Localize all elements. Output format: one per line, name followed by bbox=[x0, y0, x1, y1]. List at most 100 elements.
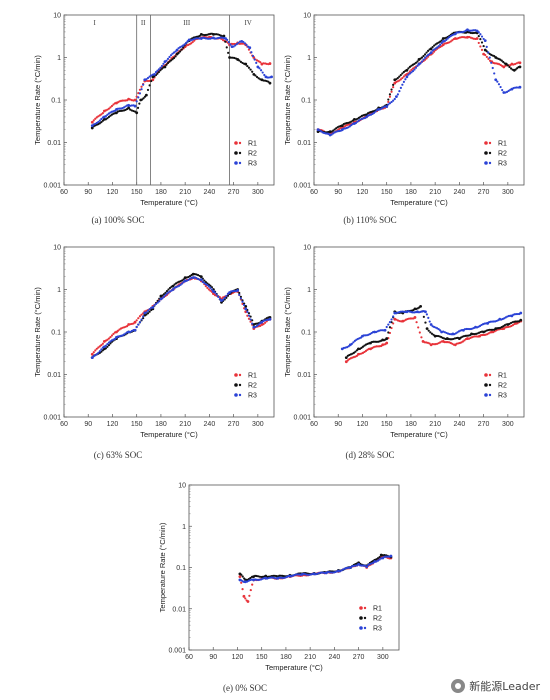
data-point bbox=[390, 321, 393, 324]
data-point bbox=[419, 57, 422, 60]
legend-entry: R2 bbox=[248, 383, 257, 390]
data-point bbox=[261, 71, 264, 74]
data-point bbox=[402, 75, 405, 78]
x-tick-label: 150 bbox=[256, 654, 268, 661]
data-point bbox=[350, 124, 353, 127]
data-point bbox=[501, 88, 504, 92]
y-tick-label: 0.01 bbox=[172, 606, 186, 613]
data-point bbox=[225, 46, 228, 49]
legend-marker bbox=[359, 606, 363, 610]
data-point bbox=[254, 322, 257, 325]
y-axis-label: Temperature Rate (°C/min) bbox=[33, 287, 42, 377]
legend-entry: R1 bbox=[248, 141, 257, 148]
x-tick-label: 210 bbox=[179, 421, 191, 428]
y-tick-label: 0.1 bbox=[51, 330, 61, 337]
data-point bbox=[226, 294, 230, 297]
data-point bbox=[127, 106, 131, 110]
data-point bbox=[168, 60, 171, 63]
legend-marker bbox=[359, 616, 363, 620]
data-point bbox=[352, 341, 355, 344]
x-tick-label: 300 bbox=[252, 421, 264, 428]
region-label: IV bbox=[244, 19, 251, 27]
data-point bbox=[488, 56, 491, 59]
data-point bbox=[146, 88, 150, 92]
data-point bbox=[225, 294, 228, 297]
chart-panel-3: 60 90 120 150 180 210 240 270 300 0.001 0.01 0.1 1 10… bbox=[283, 245, 525, 460]
data-point bbox=[137, 92, 140, 95]
data-point bbox=[429, 331, 432, 334]
data-point bbox=[92, 119, 95, 122]
data-point bbox=[272, 574, 275, 577]
y-tick-label: 0.001 bbox=[43, 415, 61, 422]
data-point bbox=[414, 61, 418, 64]
data-point bbox=[360, 564, 363, 567]
data-point bbox=[169, 59, 173, 62]
legend-marker bbox=[484, 383, 488, 387]
data-point bbox=[153, 304, 156, 307]
data-point bbox=[440, 41, 443, 45]
data-point bbox=[166, 57, 170, 60]
data-point bbox=[423, 53, 427, 56]
x-tick-label: 90 bbox=[334, 421, 342, 428]
x-axis-label: Temperature (°C) bbox=[390, 198, 448, 207]
data-point bbox=[360, 346, 363, 350]
data-point bbox=[251, 70, 254, 73]
data-point bbox=[215, 293, 218, 296]
data-point bbox=[104, 344, 107, 347]
data-point bbox=[353, 339, 356, 343]
data-point bbox=[374, 110, 377, 113]
data-point bbox=[477, 31, 480, 34]
data-point bbox=[251, 322, 254, 325]
data-point bbox=[370, 560, 373, 563]
data-point bbox=[378, 555, 381, 559]
y-tick-label: 1 bbox=[57, 55, 61, 62]
data-point bbox=[106, 113, 109, 116]
data-point bbox=[100, 348, 103, 351]
data-point bbox=[480, 48, 484, 52]
data-point bbox=[249, 588, 252, 592]
data-point bbox=[262, 79, 265, 82]
legend-marker bbox=[484, 393, 488, 397]
data-point bbox=[173, 283, 176, 286]
data-point bbox=[148, 310, 151, 313]
data-point bbox=[156, 72, 159, 75]
x-tick-label: 90 bbox=[84, 421, 92, 428]
data-point bbox=[514, 68, 517, 71]
data-point bbox=[196, 273, 200, 277]
data-point bbox=[467, 29, 471, 32]
data-point bbox=[407, 67, 410, 70]
data-point bbox=[422, 58, 425, 61]
data-point bbox=[150, 74, 153, 77]
data-point bbox=[107, 115, 111, 119]
data-point bbox=[514, 86, 517, 89]
data-point bbox=[137, 96, 140, 99]
data-point bbox=[420, 56, 424, 59]
data-point bbox=[518, 85, 522, 89]
data-point bbox=[100, 113, 103, 116]
data-point bbox=[488, 328, 491, 331]
data-point bbox=[242, 594, 246, 598]
data-point bbox=[224, 40, 227, 43]
legend-marker bbox=[238, 151, 242, 155]
data-point bbox=[433, 44, 436, 47]
legend-marker bbox=[234, 151, 238, 155]
data-point bbox=[401, 83, 404, 86]
data-point bbox=[404, 78, 407, 81]
data-point bbox=[479, 38, 482, 41]
data-point bbox=[394, 95, 398, 99]
data-point bbox=[171, 58, 174, 61]
data-point bbox=[201, 280, 204, 283]
data-point bbox=[426, 49, 430, 52]
data-point bbox=[502, 60, 505, 64]
data-point bbox=[151, 78, 155, 82]
data-point bbox=[182, 44, 185, 47]
data-point bbox=[448, 36, 451, 39]
data-point bbox=[257, 77, 260, 80]
y-tick-label: 10 bbox=[53, 13, 61, 20]
data-point bbox=[210, 288, 214, 291]
legend-marker bbox=[359, 626, 363, 630]
data-point bbox=[145, 313, 148, 316]
legend-marker bbox=[234, 141, 238, 145]
data-point bbox=[160, 64, 164, 68]
legend-marker bbox=[238, 141, 242, 145]
